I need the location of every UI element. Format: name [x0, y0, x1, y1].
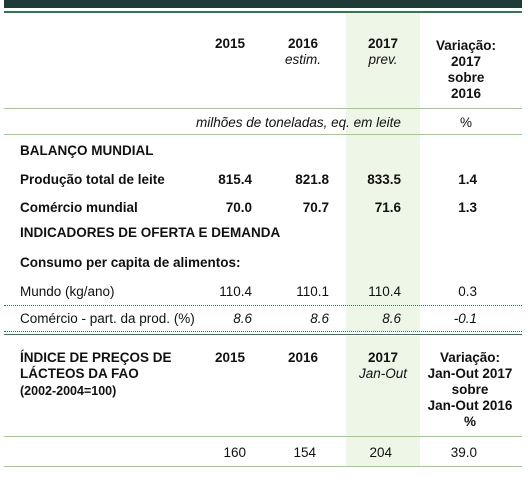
- index-header-2015: 2015: [214, 350, 246, 365]
- indicators-title: INDICADORES DE OFERTA E DEMANDA: [20, 225, 281, 240]
- cell-2017: 8.6: [382, 311, 401, 326]
- divider: [4, 108, 522, 109]
- row-label: Mundo (kg/ano): [20, 284, 115, 299]
- cell-2016: 8.6: [310, 311, 329, 326]
- cell-2017: 71.6: [374, 200, 401, 215]
- highlight-column-2017: [346, 13, 420, 331]
- cell-2017: 833.5: [367, 172, 401, 187]
- cell-2016: 70.7: [302, 200, 329, 215]
- header-2017: 2017: [367, 36, 399, 51]
- index-title-l1: ÍNDICE DE PREÇOS DE: [20, 350, 172, 365]
- index-title-l2: LÁCTEOS DA FAO: [20, 366, 139, 381]
- header-variation-l3: sobre: [447, 70, 485, 85]
- divider: [4, 436, 522, 437]
- header-2016: 2016: [287, 36, 319, 51]
- header-variation-l2: 2017: [450, 54, 482, 69]
- index-variation-l4: Jan-Out 2016: [427, 398, 513, 413]
- cell-2016: 110.1: [296, 284, 329, 299]
- index-title-l3: (2002-2004=100): [20, 384, 117, 398]
- index-variation-l2: Jan-Out 2017: [427, 366, 513, 381]
- header-2016-note: estim.: [284, 52, 321, 67]
- header-variation-l4: 2016: [450, 86, 482, 101]
- cell-variation: 0.3: [458, 284, 477, 299]
- top-bar: [4, 0, 522, 8]
- divider: [4, 466, 522, 467]
- header-2015: 2015: [214, 36, 246, 51]
- units-label: milhões de toneladas, eq. em leite: [196, 115, 401, 130]
- index-value-2015: 160: [223, 445, 246, 460]
- index-header-2017-note: Jan-Out: [358, 366, 408, 381]
- top-rule: [4, 11, 522, 13]
- row-label: Comércio - part. da prod. (%): [20, 311, 195, 326]
- cell-2015: 8.6: [233, 311, 252, 326]
- index-variation-l3: sobre: [451, 382, 489, 397]
- cell-2016: 821.8: [295, 172, 329, 187]
- dotted-divider: [4, 305, 522, 306]
- cell-variation: 1.3: [458, 200, 477, 215]
- header-variation-l1: Variação:: [435, 38, 497, 53]
- units-pct: %: [459, 115, 472, 130]
- row-label: Comércio mundial: [20, 200, 138, 215]
- cell-2015: 815.4: [218, 172, 252, 187]
- cell-2015: 110.4: [219, 284, 252, 299]
- highlight-column-2017-index: [346, 336, 420, 466]
- index-header-2017: 2017: [367, 350, 399, 365]
- divider: [4, 134, 522, 135]
- cell-variation: -0.1: [453, 311, 477, 326]
- index-value-2017: 204: [369, 445, 392, 460]
- section-divider-bottom: [4, 334, 522, 335]
- cell-2017: 110.4: [368, 284, 401, 299]
- index-header-2016: 2016: [287, 350, 319, 365]
- row-label: Produção total de leite: [20, 172, 165, 187]
- cell-variation: 1.4: [458, 172, 477, 187]
- cell-2015: 70.0: [225, 200, 252, 215]
- index-value-2016: 154: [293, 445, 316, 460]
- index-variation-l1: Variação:: [439, 350, 501, 365]
- section-divider-top: [4, 331, 522, 332]
- balance-title: BALANÇO MUNDIAL: [20, 143, 154, 158]
- index-value-variation: 39.0: [450, 445, 477, 460]
- consumption-title: Consumo per capita de alimentos:: [20, 255, 241, 270]
- header-2017-note: prev.: [368, 52, 398, 67]
- index-variation-l5: %: [463, 414, 476, 429]
